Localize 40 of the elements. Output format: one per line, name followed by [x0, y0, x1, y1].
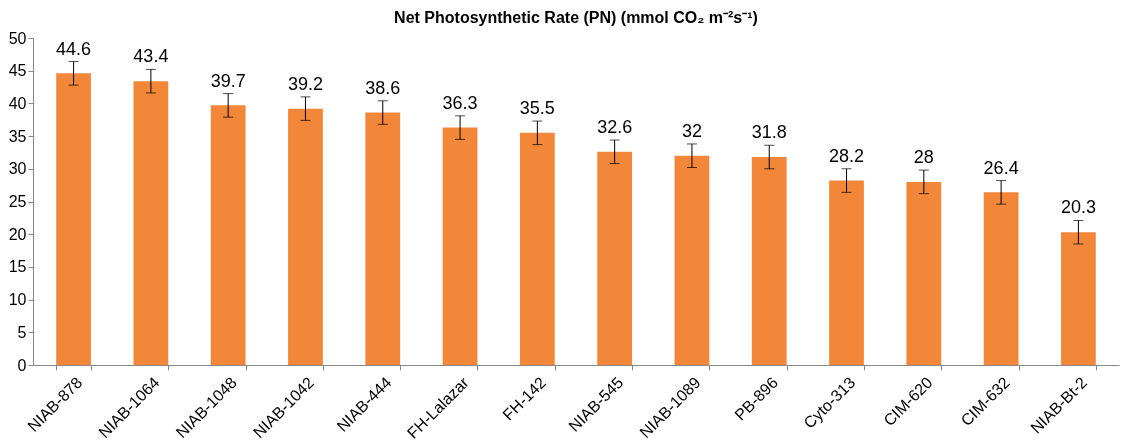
y-tick-label: 20 [8, 225, 27, 243]
data-label: 31.8 [751, 122, 787, 143]
bar [210, 105, 246, 365]
y-tick-label: 0 [17, 356, 27, 374]
bar [597, 151, 633, 365]
y-tick-label: 40 [8, 94, 27, 112]
data-label: 20.3 [1060, 197, 1096, 218]
data-label: 32 [681, 120, 702, 141]
bar [519, 132, 555, 365]
y-tick-label: 15 [8, 258, 27, 276]
data-label: 38.6 [365, 77, 401, 98]
data-label: 36.3 [442, 92, 478, 113]
data-label: 39.7 [210, 70, 246, 91]
data-label: 26.4 [983, 157, 1019, 178]
y-tick-label: 25 [8, 193, 27, 210]
y-tick-label: 5 [17, 323, 27, 341]
data-label: 28.2 [829, 145, 865, 166]
data-label: 43.4 [133, 46, 169, 67]
data-label: 44.6 [56, 38, 92, 59]
y-tick-label: 50 [8, 29, 27, 47]
bar [442, 127, 478, 365]
bar [288, 108, 323, 365]
bar [365, 112, 401, 365]
data-label: 39.2 [287, 73, 323, 94]
bar [56, 73, 91, 365]
bar [906, 181, 942, 365]
bar [751, 157, 787, 365]
data-label: 35.5 [519, 98, 555, 119]
bar [983, 192, 1019, 365]
y-tick-label: 45 [8, 62, 27, 80]
bar [674, 155, 710, 365]
y-tick-label: 30 [8, 160, 27, 178]
y-tick-label: 10 [8, 291, 27, 309]
bar [829, 180, 864, 365]
bar [133, 81, 169, 365]
data-label: 28 [913, 147, 934, 168]
data-label: 32.6 [597, 117, 633, 138]
y-tick-label: 35 [8, 127, 27, 145]
bar [1061, 232, 1096, 365]
chart-title: Net Photosynthetic Rate (PN) (mmol CO₂ m⁻²s⁻¹) [394, 9, 758, 26]
